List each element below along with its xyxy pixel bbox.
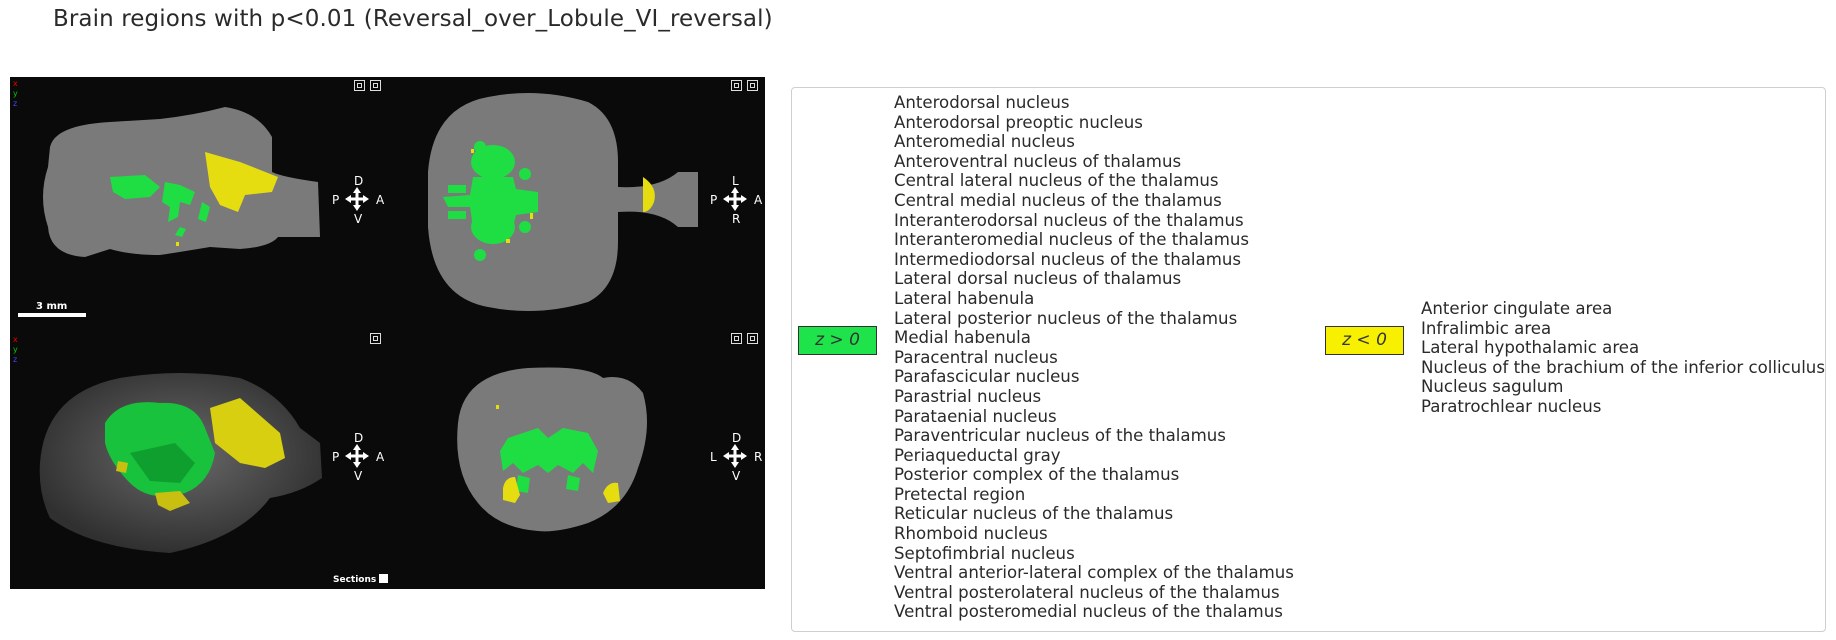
- region-item: Anteroventral nucleus of thalamus: [894, 151, 1182, 171]
- region-item: Nucleus of the brachium of the inferior …: [1421, 357, 1825, 377]
- axis-z-label: z: [13, 99, 18, 108]
- move-arrows-icon: [345, 444, 369, 468]
- region-item: Parafascicular nucleus: [894, 367, 1080, 387]
- region-item: Reticular nucleus of the thalamus: [894, 504, 1174, 524]
- brain-viewer[interactable]: x y z D V P A 3 mm: [10, 77, 765, 589]
- sagittal-orientation-indicator: D V P A: [332, 174, 385, 226]
- positive-regions-list: Anterodorsal nucleus Anterodorsal preopti…: [894, 93, 1294, 622]
- axes-legend: x y z: [13, 335, 18, 365]
- positive-z-legend: z > 0: [798, 326, 877, 355]
- 3d-brain-render: [39, 373, 322, 553]
- axis-x-label: x: [13, 79, 18, 88]
- sections-label: Sections: [333, 575, 377, 585]
- pane-grid-view-button[interactable]: [747, 333, 758, 344]
- axial-pane[interactable]: L R P A: [388, 77, 765, 333]
- negative-regions-list: Anterior cingulate area Infralimbic area L…: [1421, 299, 1825, 417]
- region-item: Anterior cingulate area: [1421, 299, 1613, 318]
- region-item: Ventral anterior-lateral complex of the …: [894, 563, 1294, 583]
- coronal-brain-image: [457, 367, 647, 532]
- region-item: Paracentral nucleus: [894, 347, 1058, 367]
- region-item: Pretectal region: [894, 484, 1026, 504]
- region-item: Central lateral nucleus of the thalamus: [894, 171, 1219, 191]
- region-item: Medial habenula: [894, 328, 1031, 348]
- region-item: Posterior complex of the thalamus: [894, 465, 1180, 485]
- region-item: Periaqueductal gray: [894, 445, 1061, 465]
- region-item: Rhomboid nucleus: [894, 524, 1048, 544]
- region-item: Infralimbic area: [1421, 318, 1552, 338]
- region-item: Anterodorsal preoptic nucleus: [894, 112, 1143, 132]
- region-item: Central medial nucleus of the thalamus: [894, 190, 1222, 210]
- sagittal-brain-image: [43, 107, 320, 257]
- region-item: Lateral hypothalamic area: [1421, 338, 1640, 358]
- scale-bar-label: 3 mm: [36, 301, 68, 312]
- region-item: Lateral habenula: [894, 288, 1035, 308]
- coronal-pane[interactable]: D V L R: [388, 333, 765, 589]
- region-item: Lateral posterior nucleus of the thalamu…: [894, 308, 1238, 328]
- axis-x-label: x: [13, 335, 18, 344]
- pane-single-view-button[interactable]: [354, 80, 365, 91]
- region-item: Ventral posterolateral nucleus of the th…: [894, 582, 1280, 602]
- pane-grid-view-button[interactable]: [747, 80, 758, 91]
- region-item: Septofimbrial nucleus: [894, 543, 1075, 563]
- axes-legend: x y z: [13, 79, 18, 109]
- axis-y-label: y: [13, 345, 18, 354]
- axis-y-label: y: [13, 89, 18, 98]
- region-item: Parataenial nucleus: [894, 406, 1057, 426]
- move-arrows-icon: [345, 187, 369, 211]
- 3d-pane[interactable]: x y z D V P A: [10, 333, 388, 589]
- axial-brain-image: [428, 93, 698, 311]
- scale-bar: 3 mm: [18, 301, 86, 317]
- pane-single-view-button[interactable]: [370, 333, 381, 344]
- axis-z-label: z: [13, 355, 18, 364]
- region-item: Paratrochlear nucleus: [1421, 396, 1602, 416]
- page-title: Brain regions with p<0.01 (Reversal_over…: [53, 6, 773, 32]
- region-item: Anterodorsal nucleus: [894, 93, 1070, 112]
- region-item: Ventral posteromedial nucleus of the tha…: [894, 602, 1283, 622]
- region-item: Lateral dorsal nucleus of thalamus: [894, 269, 1182, 289]
- region-item: Paraventricular nucleus of the thalamus: [894, 426, 1226, 446]
- sagittal-pane[interactable]: x y z D V P A 3 mm: [10, 77, 388, 333]
- pane-single-view-button[interactable]: [731, 333, 742, 344]
- region-item: Anteromedial nucleus: [894, 132, 1075, 152]
- move-arrows-icon: [723, 444, 747, 468]
- region-item: Nucleus sagulum: [1421, 377, 1564, 397]
- axial-orientation-indicator: L R P A: [710, 174, 763, 226]
- regions-panel: [791, 87, 1826, 632]
- sections-toggle[interactable]: Sections: [333, 574, 389, 585]
- negative-z-legend: z < 0: [1325, 326, 1404, 355]
- region-item: Intermediodorsal nucleus of the thalamus: [894, 249, 1242, 269]
- move-arrows-icon: [723, 187, 747, 211]
- region-item: Parastrial nucleus: [894, 386, 1042, 406]
- sections-checkbox[interactable]: [379, 574, 389, 583]
- pane-single-view-button[interactable]: [731, 80, 742, 91]
- region-item: Interanterodorsal nucleus of the thalamu…: [894, 210, 1244, 230]
- 3d-orientation-indicator: D V P A: [332, 431, 385, 483]
- region-item: Interanteromedial nucleus of the thalamu…: [894, 230, 1250, 250]
- pane-grid-view-button[interactable]: [370, 80, 381, 91]
- coronal-orientation-indicator: D V L R: [710, 431, 763, 483]
